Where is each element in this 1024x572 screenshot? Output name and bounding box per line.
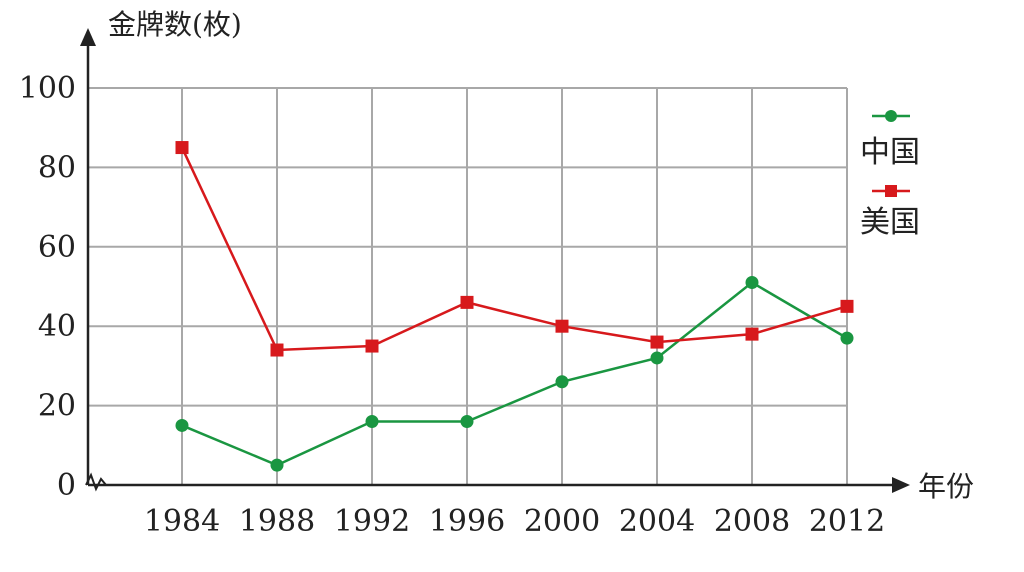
series-1-point <box>270 343 284 357</box>
series-0-point <box>555 375 569 389</box>
x-tick-label: 1988 <box>239 504 315 539</box>
y-tick-label: 0 <box>57 468 76 503</box>
x-tick-labels: 1984 1988 1992 1996 2000 2004 2008 2012 <box>144 504 885 539</box>
axis-break-icon <box>85 472 107 492</box>
y-axis-title: 金牌数(枚) <box>108 8 242 41</box>
series-1-point <box>175 141 189 155</box>
series-0-point <box>175 418 189 432</box>
series-1-point <box>365 339 379 353</box>
y-axis-arrow-icon <box>80 28 96 46</box>
legend-label-china: 中国 <box>860 135 920 170</box>
series-layer <box>175 141 854 472</box>
series-0-point <box>745 276 759 290</box>
series-1-point <box>840 299 854 313</box>
series-0-point <box>840 331 854 345</box>
legend-marker-china <box>885 110 897 122</box>
series-1-point <box>555 319 569 333</box>
series-0-point <box>460 414 474 428</box>
series-1-point <box>650 335 664 349</box>
x-tick-label: 1996 <box>429 504 505 539</box>
x-tick-label: 1992 <box>334 504 410 539</box>
series-line-0 <box>181 281 848 467</box>
x-axis-title: 年份 <box>918 470 974 503</box>
y-tick-label: 100 <box>19 71 76 106</box>
series-1-point <box>745 327 759 341</box>
series-0-point <box>365 414 379 428</box>
series-0-point <box>270 458 284 472</box>
x-tick-label: 1984 <box>144 504 220 539</box>
axis-layer <box>80 28 910 493</box>
series-line-1 <box>180 147 848 352</box>
legend-label-usa: 美国 <box>860 205 920 240</box>
grid-layer <box>88 87 848 485</box>
x-tick-label: 2004 <box>619 504 695 539</box>
series-0-point <box>650 351 664 365</box>
legend-marker-usa <box>885 185 897 197</box>
y-tick-label: 60 <box>38 230 76 265</box>
y-tick-label: 20 <box>38 389 76 424</box>
x-axis-arrow-icon <box>892 477 910 493</box>
x-tick-label: 2008 <box>714 504 790 539</box>
y-tick-labels: 0 20 40 60 80 100 <box>19 71 76 503</box>
legend: 中国 美国 <box>860 110 920 240</box>
y-tick-label: 80 <box>38 150 76 185</box>
y-tick-label: 40 <box>38 309 76 344</box>
series-1-point <box>460 295 474 309</box>
x-tick-label: 2000 <box>524 504 600 539</box>
x-tick-label: 2012 <box>809 504 885 539</box>
